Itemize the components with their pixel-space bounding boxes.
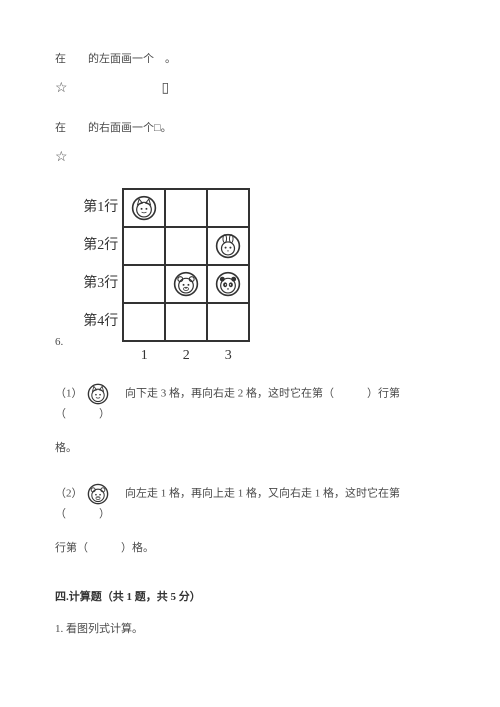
- grid-row-1: 第1行: [67, 189, 249, 227]
- sub-q1: （1） 向下走 3 格，再向右走 2 格，这时它在第（ ）行第（ ）: [55, 383, 445, 425]
- cell-2-2: [165, 227, 207, 265]
- instruction-line-a: 在 的左面画一个 。: [55, 50, 445, 70]
- sub1-num: （1）: [55, 388, 83, 400]
- sub1-text-b: 格。: [55, 442, 77, 454]
- row-label-1: 第1行: [67, 189, 123, 227]
- text-a: 在 的左面画一个 。: [55, 53, 176, 65]
- col-label-3: 3: [207, 341, 249, 369]
- col-label-blank: [67, 341, 123, 369]
- q4-1: 1. 看图列式计算。: [55, 620, 445, 640]
- text-b: 在 的右面画一个□。: [55, 122, 172, 134]
- grid-row-2: 第2行: [67, 227, 249, 265]
- sub2-text-b: 行第（ ）格。: [55, 542, 154, 554]
- cell-3-3: [207, 265, 249, 303]
- sub-q2: （2） 向左走 1 格，再向上走 1 格，又向右走 1 格，这时它在第（ ）: [55, 483, 445, 525]
- star-row-b: ☆: [55, 145, 445, 170]
- cell-1-3: [207, 189, 249, 227]
- rabbit-icon: [215, 233, 241, 259]
- grid-row-3: 第3行: [67, 265, 249, 303]
- grid-row-4: 第4行: [67, 303, 249, 341]
- col-label-1: 1: [123, 341, 165, 369]
- cell-3-2: [165, 265, 207, 303]
- panda-icon: [215, 271, 241, 297]
- sub2-num: （2）: [55, 487, 83, 499]
- star-row-a: ☆ ▯: [55, 76, 445, 101]
- cat-icon: [131, 195, 157, 221]
- section-4-title: 四.计算题（共 1 题，共 5 分）: [55, 588, 445, 608]
- instruction-line-b: 在 的右面画一个□。: [55, 119, 445, 139]
- col-label-2: 2: [165, 341, 207, 369]
- star-a-content: ☆ ▯: [55, 81, 191, 96]
- grid-wrap: 6. 第1行: [55, 188, 445, 369]
- grid-table: 第1行 第2行: [67, 188, 250, 369]
- q4-1-text: 1. 看图列式计算。: [55, 623, 143, 635]
- row-label-4: 第4行: [67, 303, 123, 341]
- cell-1-1: [123, 189, 165, 227]
- cell-4-1: [123, 303, 165, 341]
- cell-4-2: [165, 303, 207, 341]
- cat-icon: [87, 383, 109, 405]
- grid-col-labels: 1 2 3: [67, 341, 249, 369]
- sub-q1-cont: 格。: [55, 439, 445, 459]
- cell-4-3: [207, 303, 249, 341]
- cell-3-1: [123, 265, 165, 303]
- row-label-3: 第3行: [67, 265, 123, 303]
- cell-1-2: [165, 189, 207, 227]
- bear-icon: [87, 483, 109, 505]
- cell-2-3: [207, 227, 249, 265]
- sub-q2-cont: 行第（ ）格。: [55, 539, 445, 559]
- row-label-2: 第2行: [67, 227, 123, 265]
- q6-label: 6.: [55, 333, 63, 369]
- cell-2-1: [123, 227, 165, 265]
- bear-icon: [173, 271, 199, 297]
- grid-block: 第1行 第2行: [67, 188, 250, 369]
- star-b-content: ☆: [55, 150, 68, 165]
